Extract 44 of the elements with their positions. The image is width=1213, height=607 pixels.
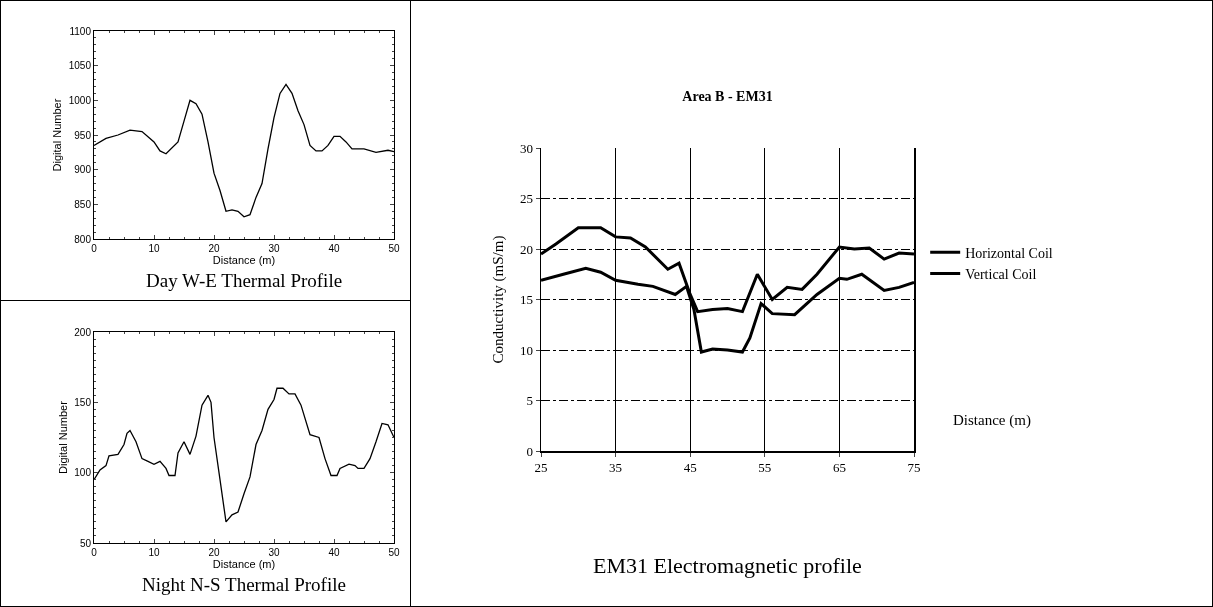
x-tick-label: 65 [832,460,846,476]
y-tick-label: 10 [519,342,533,358]
x-axis-title: Distance (m) [212,254,276,266]
x-tick-label: 30 [268,243,280,254]
x-tick-label: 30 [268,547,280,558]
y-tick-label: 150 [74,396,92,408]
x-tick-label: 50 [388,243,400,254]
y-tick-label: 100 [74,467,92,479]
chart-title: Area B - EM31 [682,88,773,104]
y-tick-label: 0 [526,443,533,459]
legend-label: Vertical Coil [965,266,1037,282]
x-tick-label: 40 [328,547,340,558]
y-tick-label: 1050 [68,60,92,72]
text: Night N-S Thermal Profile [142,574,346,595]
y-tick-label: 850 [74,198,92,210]
y-tick-label: 200 [74,326,92,338]
y-axis-title: Digital Number [56,400,69,474]
text: Day W-E Thermal Profile [146,270,343,291]
y-tick-label: 5 [526,393,533,409]
x-tick-label: 10 [148,547,160,558]
y-tick-label: 30 [519,140,533,156]
x-tick-label: 45 [683,460,697,476]
x-axis-title: Distance (m) [953,412,1031,429]
y-tick-label: 15 [519,292,533,308]
x-tick-label: 40 [328,243,340,254]
y-tick-label: 950 [74,129,92,141]
y-tick-label: 800 [74,233,92,245]
text: EM31 Electromagnetic profile [593,553,862,578]
y-tick-label: 900 [74,164,92,176]
y-axis-title: Conductivity (mS/m) [490,235,508,364]
x-tick-label: 50 [388,547,400,558]
x-axis-title: Distance (m) [212,558,276,570]
x-tick-label: 55 [758,460,772,476]
y-axis-title: Digital Number [51,98,64,172]
x-tick-label: 20 [208,547,220,558]
x-tick-label: 35 [609,460,623,476]
y-tick-label: 1100 [69,25,92,37]
x-tick-label: 20 [208,243,220,254]
y-tick-label: 1000 [68,94,92,106]
legend-label: Horizontal Coil [965,245,1053,261]
y-tick-label: 50 [79,537,92,549]
y-tick-label: 25 [519,191,533,207]
x-tick-label: 75 [907,460,921,476]
x-tick-label: 10 [148,243,160,254]
